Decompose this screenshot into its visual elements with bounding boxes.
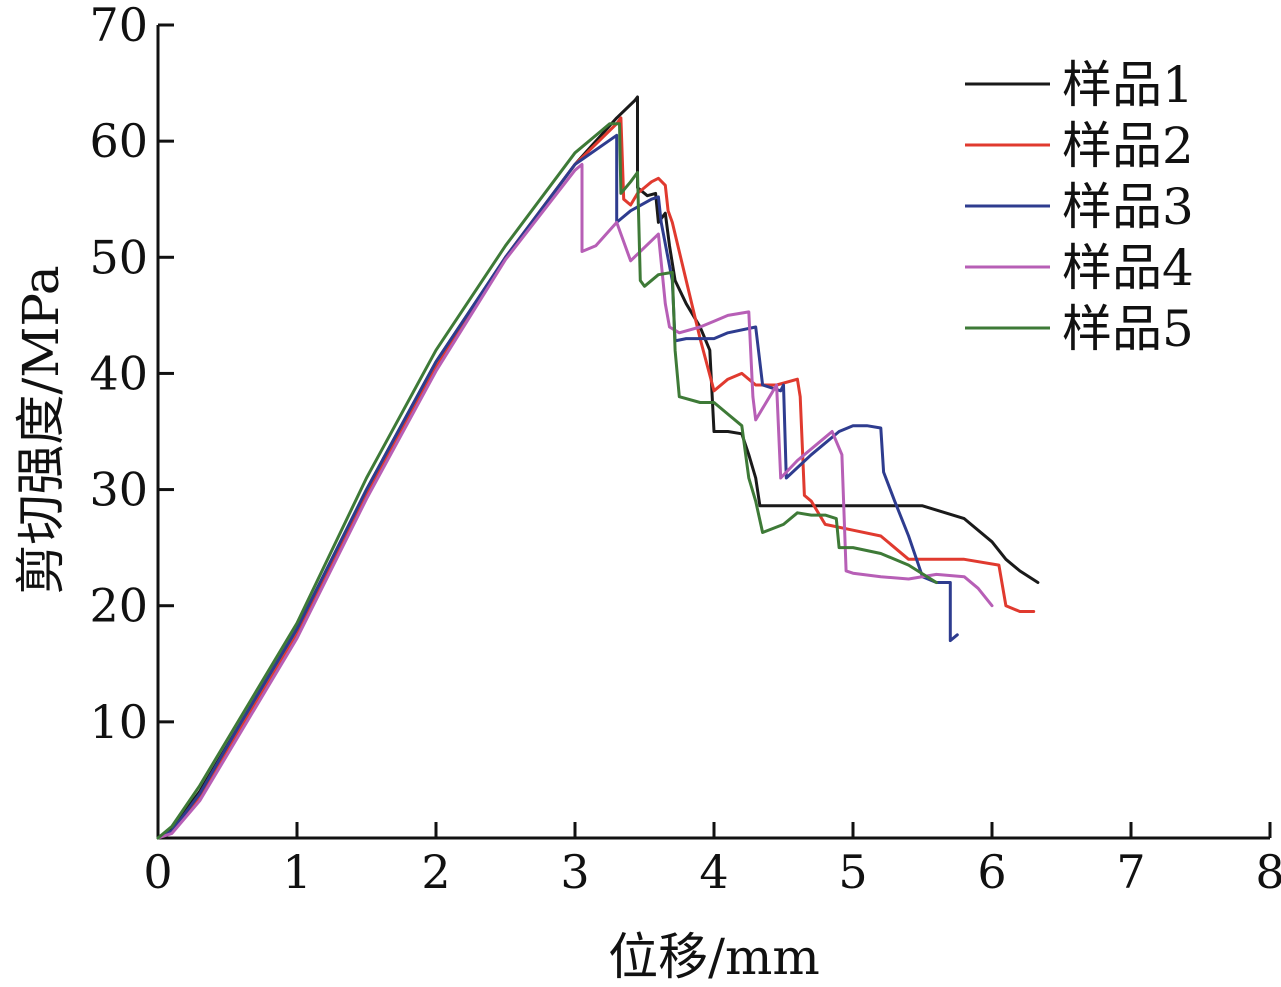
series-line-1 bbox=[156, 95, 1040, 840]
legend-label-4: 样品4 bbox=[1062, 239, 1194, 297]
series-line-4 bbox=[156, 162, 994, 840]
x-tick-label: 5 bbox=[838, 845, 867, 899]
series-layer bbox=[156, 95, 1040, 840]
x-tick-label: 4 bbox=[699, 845, 728, 899]
series-line-2 bbox=[156, 116, 1036, 840]
y-tick-label: 40 bbox=[89, 346, 148, 400]
y-tick-label: 30 bbox=[89, 463, 148, 517]
x-tick-label: 2 bbox=[421, 845, 450, 899]
x-tick-label: 3 bbox=[560, 845, 589, 899]
x-tick-label: 8 bbox=[1255, 845, 1281, 899]
series-line-5 bbox=[156, 122, 938, 840]
x-tick-label: 0 bbox=[143, 845, 172, 899]
y-tick-label: 70 bbox=[89, 0, 148, 52]
x-tick-label: 6 bbox=[977, 845, 1006, 899]
y-tick-label: 60 bbox=[89, 114, 148, 168]
legend-label-2: 样品2 bbox=[1062, 117, 1194, 175]
legend-label-3: 样品3 bbox=[1062, 178, 1194, 236]
y-tick-label: 50 bbox=[89, 230, 148, 284]
x-ticks: 0 1 2 3 4 5 6 7 8 bbox=[143, 822, 1281, 899]
x-axis-title: 位移/mm bbox=[608, 928, 820, 986]
x-tick-label: 7 bbox=[1116, 845, 1145, 899]
legend-label-1: 样品1 bbox=[1062, 56, 1194, 114]
y-ticks: 10 20 30 40 50 60 70 bbox=[89, 0, 174, 749]
y-tick-label: 10 bbox=[89, 695, 148, 749]
y-axis-title: 剪切强度/MPa bbox=[12, 265, 70, 594]
series-line-3 bbox=[156, 133, 959, 840]
axes: 0 1 2 3 4 5 6 7 8 10 20 30 40 50 60 70 bbox=[89, 0, 1281, 899]
legend-label-5: 样品5 bbox=[1062, 300, 1194, 358]
x-tick-label: 1 bbox=[282, 845, 311, 899]
y-tick-label: 20 bbox=[89, 579, 148, 633]
